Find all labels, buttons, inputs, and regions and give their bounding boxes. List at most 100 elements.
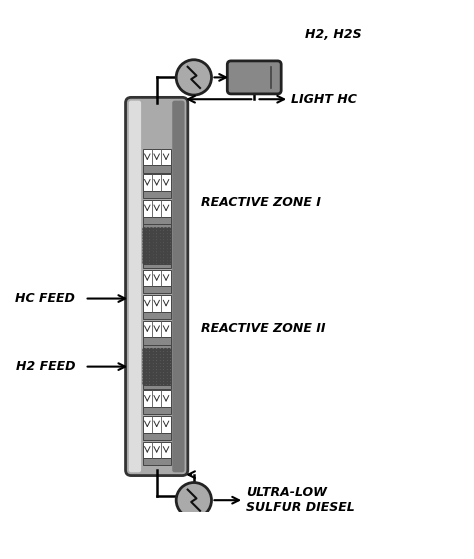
Circle shape xyxy=(154,364,156,367)
Circle shape xyxy=(161,379,164,382)
Circle shape xyxy=(143,249,146,252)
Circle shape xyxy=(143,367,146,369)
Circle shape xyxy=(154,369,156,372)
Circle shape xyxy=(143,379,146,382)
Bar xyxy=(143,407,171,414)
Circle shape xyxy=(161,352,164,354)
FancyBboxPatch shape xyxy=(172,101,184,472)
Text: ULTRA-LOW
SULFUR DIESEL: ULTRA-LOW SULFUR DIESEL xyxy=(246,486,355,514)
Circle shape xyxy=(168,237,170,240)
Circle shape xyxy=(157,367,160,369)
Circle shape xyxy=(157,231,160,234)
Circle shape xyxy=(146,367,149,369)
Circle shape xyxy=(157,382,160,385)
Circle shape xyxy=(157,352,160,354)
Circle shape xyxy=(164,237,167,240)
Circle shape xyxy=(161,231,164,234)
Circle shape xyxy=(161,240,164,243)
Circle shape xyxy=(146,369,149,372)
Circle shape xyxy=(154,231,156,234)
Circle shape xyxy=(161,376,164,378)
Circle shape xyxy=(164,228,167,231)
Circle shape xyxy=(143,364,146,367)
Circle shape xyxy=(161,358,164,361)
Text: H2 FEED: H2 FEED xyxy=(16,360,75,373)
Circle shape xyxy=(164,382,167,385)
Circle shape xyxy=(168,228,170,231)
Circle shape xyxy=(150,228,153,231)
Circle shape xyxy=(154,354,156,357)
Circle shape xyxy=(164,249,167,252)
Circle shape xyxy=(150,249,153,252)
Circle shape xyxy=(157,243,160,246)
Circle shape xyxy=(164,361,167,363)
Circle shape xyxy=(161,237,164,240)
Circle shape xyxy=(157,246,160,249)
Circle shape xyxy=(157,234,160,236)
Circle shape xyxy=(146,228,149,231)
Circle shape xyxy=(143,376,146,378)
Circle shape xyxy=(164,234,167,236)
FancyBboxPatch shape xyxy=(126,97,188,476)
Circle shape xyxy=(168,376,170,378)
Circle shape xyxy=(150,379,153,382)
Circle shape xyxy=(154,349,156,352)
Circle shape xyxy=(154,228,156,231)
Bar xyxy=(143,348,171,385)
Bar xyxy=(143,264,171,268)
Circle shape xyxy=(154,246,156,249)
Circle shape xyxy=(168,240,170,243)
Circle shape xyxy=(154,382,156,385)
Circle shape xyxy=(146,249,149,252)
Circle shape xyxy=(161,249,164,252)
Circle shape xyxy=(154,240,156,243)
Circle shape xyxy=(146,237,149,240)
Circle shape xyxy=(143,258,146,261)
Circle shape xyxy=(143,234,146,236)
Circle shape xyxy=(161,367,164,369)
Circle shape xyxy=(154,243,156,246)
Circle shape xyxy=(146,352,149,354)
Circle shape xyxy=(164,261,167,264)
Bar xyxy=(143,191,171,198)
Bar xyxy=(143,416,171,433)
Circle shape xyxy=(161,349,164,352)
Circle shape xyxy=(161,246,164,249)
Circle shape xyxy=(161,382,164,385)
Circle shape xyxy=(150,358,153,361)
Circle shape xyxy=(164,354,167,357)
Circle shape xyxy=(157,354,160,357)
Circle shape xyxy=(164,373,167,376)
Circle shape xyxy=(146,234,149,236)
Circle shape xyxy=(168,231,170,234)
Circle shape xyxy=(161,373,164,376)
Circle shape xyxy=(150,255,153,258)
Circle shape xyxy=(157,237,160,240)
Circle shape xyxy=(168,382,170,385)
Circle shape xyxy=(157,240,160,243)
Circle shape xyxy=(143,354,146,357)
Circle shape xyxy=(154,249,156,252)
Circle shape xyxy=(143,361,146,363)
Bar xyxy=(143,312,171,319)
Circle shape xyxy=(164,246,167,249)
Circle shape xyxy=(150,261,153,264)
Circle shape xyxy=(150,234,153,236)
Circle shape xyxy=(146,376,149,378)
Circle shape xyxy=(164,255,167,258)
Circle shape xyxy=(143,261,146,264)
Circle shape xyxy=(150,369,153,372)
Circle shape xyxy=(161,354,164,357)
Circle shape xyxy=(157,249,160,252)
Circle shape xyxy=(161,364,164,367)
Circle shape xyxy=(164,231,167,234)
Text: REACTIVE ZONE II: REACTIVE ZONE II xyxy=(201,322,325,335)
Circle shape xyxy=(168,252,170,255)
Text: H2, H2S: H2, H2S xyxy=(305,29,362,41)
Circle shape xyxy=(168,249,170,252)
Circle shape xyxy=(154,376,156,378)
Circle shape xyxy=(154,261,156,264)
Circle shape xyxy=(150,349,153,352)
Circle shape xyxy=(168,361,170,363)
Circle shape xyxy=(150,364,153,367)
